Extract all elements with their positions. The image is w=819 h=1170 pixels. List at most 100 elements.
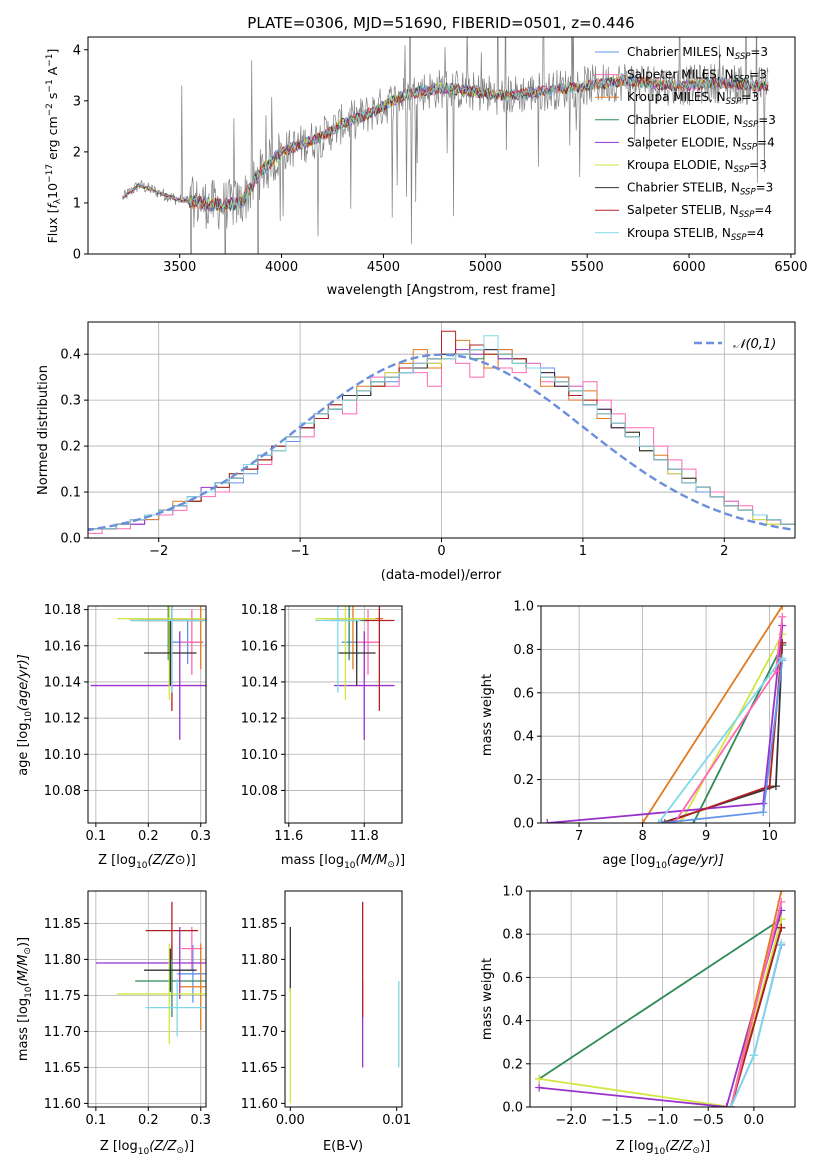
ebv-mass-ytick-label: 11.65 [241, 1061, 278, 1076]
z-age-frame [87, 605, 207, 824]
age-weight-ylabel: mass weight [480, 674, 495, 756]
legend-label-sub: SSP [726, 97, 742, 107]
z-weight-xtick-label: −0.5 [692, 1113, 724, 1128]
z-weight-xlabel-part: 10 [654, 1147, 666, 1157]
age-weight-xtick-label: 7 [575, 829, 583, 844]
legend-label-text: Chabrier MILES, N [627, 45, 735, 59]
z-age-chart: 0.1 0.2 0.3 10.08 10.10 10.12 10.14 10.16 10.18 Z… [16, 603, 211, 871]
weight-line [730, 927, 783, 1107]
normal-legend-label: 𝒩(0,1) [733, 337, 776, 352]
spectrum-xtick-label: 3500 [163, 260, 196, 275]
z-weight-ytick-label: 0.2 [502, 1057, 523, 1072]
ebv-mass-frame [284, 890, 403, 1108]
residuals-xtick-label: 2 [720, 544, 728, 559]
mass-age-frame [284, 605, 403, 824]
legend-label-text: Kroupa MILES, N [627, 90, 726, 104]
legend-label-sub: SSP [731, 233, 747, 243]
z-age-xlabel-end: ⊙)] [175, 853, 196, 868]
z-mass-xtick-label: 0.3 [190, 1113, 211, 1128]
ebv-mass-xlabel: E(B-V) [323, 1139, 363, 1154]
mass-age-xlabel-part: )] [395, 853, 405, 868]
mass-age-xlabel-part: (M/M [356, 853, 388, 868]
z-mass-ylabel-part: ⊙ [23, 947, 33, 955]
z-mass-ytick-label: 11.65 [44, 1061, 81, 1076]
legend-label: Kroupa ELODIE, NSSP=3 [627, 158, 767, 175]
z-mass-xtick-label: 0.2 [138, 1113, 159, 1128]
spectrum-frame [87, 36, 796, 255]
legend-label-text: Salpeter MILES, N [627, 68, 734, 82]
z-age-ylabel-part: (age/yr)] [16, 654, 31, 711]
legend-label-suffix: =3 [750, 45, 768, 59]
age-weight-frame [540, 605, 796, 824]
age-weight-ytick-label: 0.2 [513, 773, 534, 788]
legend-label-text: Salpeter STELIB, N [627, 203, 739, 217]
legend-label: Salpeter MILES, NSSP=3 [627, 68, 767, 85]
mass-age-xlabel: mass [log10(M/M⊙)] [281, 853, 405, 871]
z-weight-xtick-label: −1.5 [601, 1113, 633, 1128]
weight-line [641, 606, 784, 823]
mass-age-ytick-label: 10.16 [241, 639, 278, 654]
z-weight-xlabel-part: )] [700, 1139, 710, 1154]
z-mass-xlabel-part: )] [184, 1139, 194, 1154]
z-weight-ytick-label: 0.4 [502, 1014, 523, 1029]
spectrum-xlabel: wavelength [Angstrom, rest frame] [327, 283, 556, 298]
z-age-ytick-label: 10.08 [44, 784, 81, 799]
z-mass-plot-area [95, 901, 206, 1045]
z-mass-ytick-label: 11.75 [44, 989, 81, 1004]
legend-label-sub: SSP [739, 210, 755, 220]
z-age-ylabel-part: 10 [24, 711, 34, 723]
spectrum-ylabel-part: A [45, 66, 60, 79]
legend-label-suffix: =4 [747, 226, 765, 240]
z-weight-ylabel: mass weight [480, 958, 495, 1040]
spectrum-plot-area [122, 37, 769, 254]
residuals-xtick-label: −1 [291, 544, 310, 559]
z-age-xtick-label: 0.1 [86, 829, 107, 844]
spectrum-ylabel-part: −17 [45, 164, 55, 183]
age-weight-xtick-label: 10 [761, 829, 778, 844]
spectrum-xtick-label: 6500 [774, 260, 807, 275]
z-mass-frame [87, 890, 207, 1108]
age-weight-ytick-label: 1.0 [513, 600, 534, 615]
spectrum-xtick-label: 5000 [469, 260, 502, 275]
z-age-ytick-label: 10.10 [44, 748, 81, 763]
z-mass-xlabel-part: Z [log [100, 1139, 138, 1154]
ebv-mass-chart: 0.00 0.01 11.60 11.65 11.70 11.75 11.80 11.85 E(… [241, 890, 411, 1154]
z-age-plot-area [90, 606, 206, 740]
legend-label-text: Salpeter ELODIE, N [627, 135, 741, 149]
mass-age-xtick-label: 11.8 [350, 829, 379, 844]
weight-line [538, 918, 782, 1080]
z-weight-chart: −2.0 −1.5 −1.0 −0.5 0.0 0.0 0.2 0.4 0.6 0.8 1.0 Z [… [480, 885, 796, 1157]
ebv-mass-xtick-label: 0.01 [382, 1113, 411, 1128]
residuals-ytick-label: 0.4 [60, 348, 81, 363]
ebv-mass-ytick-label: 11.70 [241, 1025, 278, 1040]
age-weight-ytick-label: 0.0 [513, 817, 534, 832]
mass-age-xtick-label: 11.6 [274, 829, 303, 844]
mass-age-plot-area [315, 606, 395, 740]
residuals-xtick-label: 1 [579, 544, 587, 559]
z-age-ytick-label: 10.14 [44, 675, 81, 690]
spectrum-xtick-label: 6000 [673, 260, 706, 275]
z-mass-chart: 0.1 0.2 0.3 11.60 11.65 11.70 11.75 11.80 11.85 Z… [16, 890, 211, 1157]
spectrum-ylabel-part: s [45, 93, 60, 104]
legend-label-suffix: =3 [741, 90, 759, 104]
spectrum-ytick-label: 4 [73, 43, 81, 58]
spectrum-title: PLATE=0306, MJD=51690, FIBERID=0501, z=0… [247, 14, 634, 32]
spectrum-model-line [122, 75, 769, 213]
age-weight-plot-area [543, 606, 787, 823]
legend-label: Chabrier MILES, NSSP=3 [627, 45, 768, 62]
z-age-ytick-label: 10.12 [44, 712, 81, 727]
spectrum-ylabel-part: −1 [45, 79, 55, 92]
age-weight-ytick-label: 0.8 [513, 643, 534, 658]
legend-label-text: Chabrier STELIB, N [627, 181, 740, 195]
z-mass-ylabel: mass [log10(M/M⊙)] [16, 937, 34, 1061]
z-age-ylabel-part: age [log [16, 723, 31, 776]
mass-age-ytick-label: 10.10 [241, 748, 278, 763]
legend-label-suffix: =4 [754, 203, 772, 217]
spectrum-chart: 3500 4000 4500 5000 5500 6000 6500 0 1 2 3 4 Chabrie… [45, 36, 807, 298]
age-weight-xtick-label: 9 [702, 829, 710, 844]
legend-label: Salpeter STELIB, NSSP=4 [627, 203, 772, 220]
spectrum-ytick-label: 1 [73, 196, 81, 211]
legend-label: Kroupa MILES, NSSP=3 [627, 90, 759, 107]
